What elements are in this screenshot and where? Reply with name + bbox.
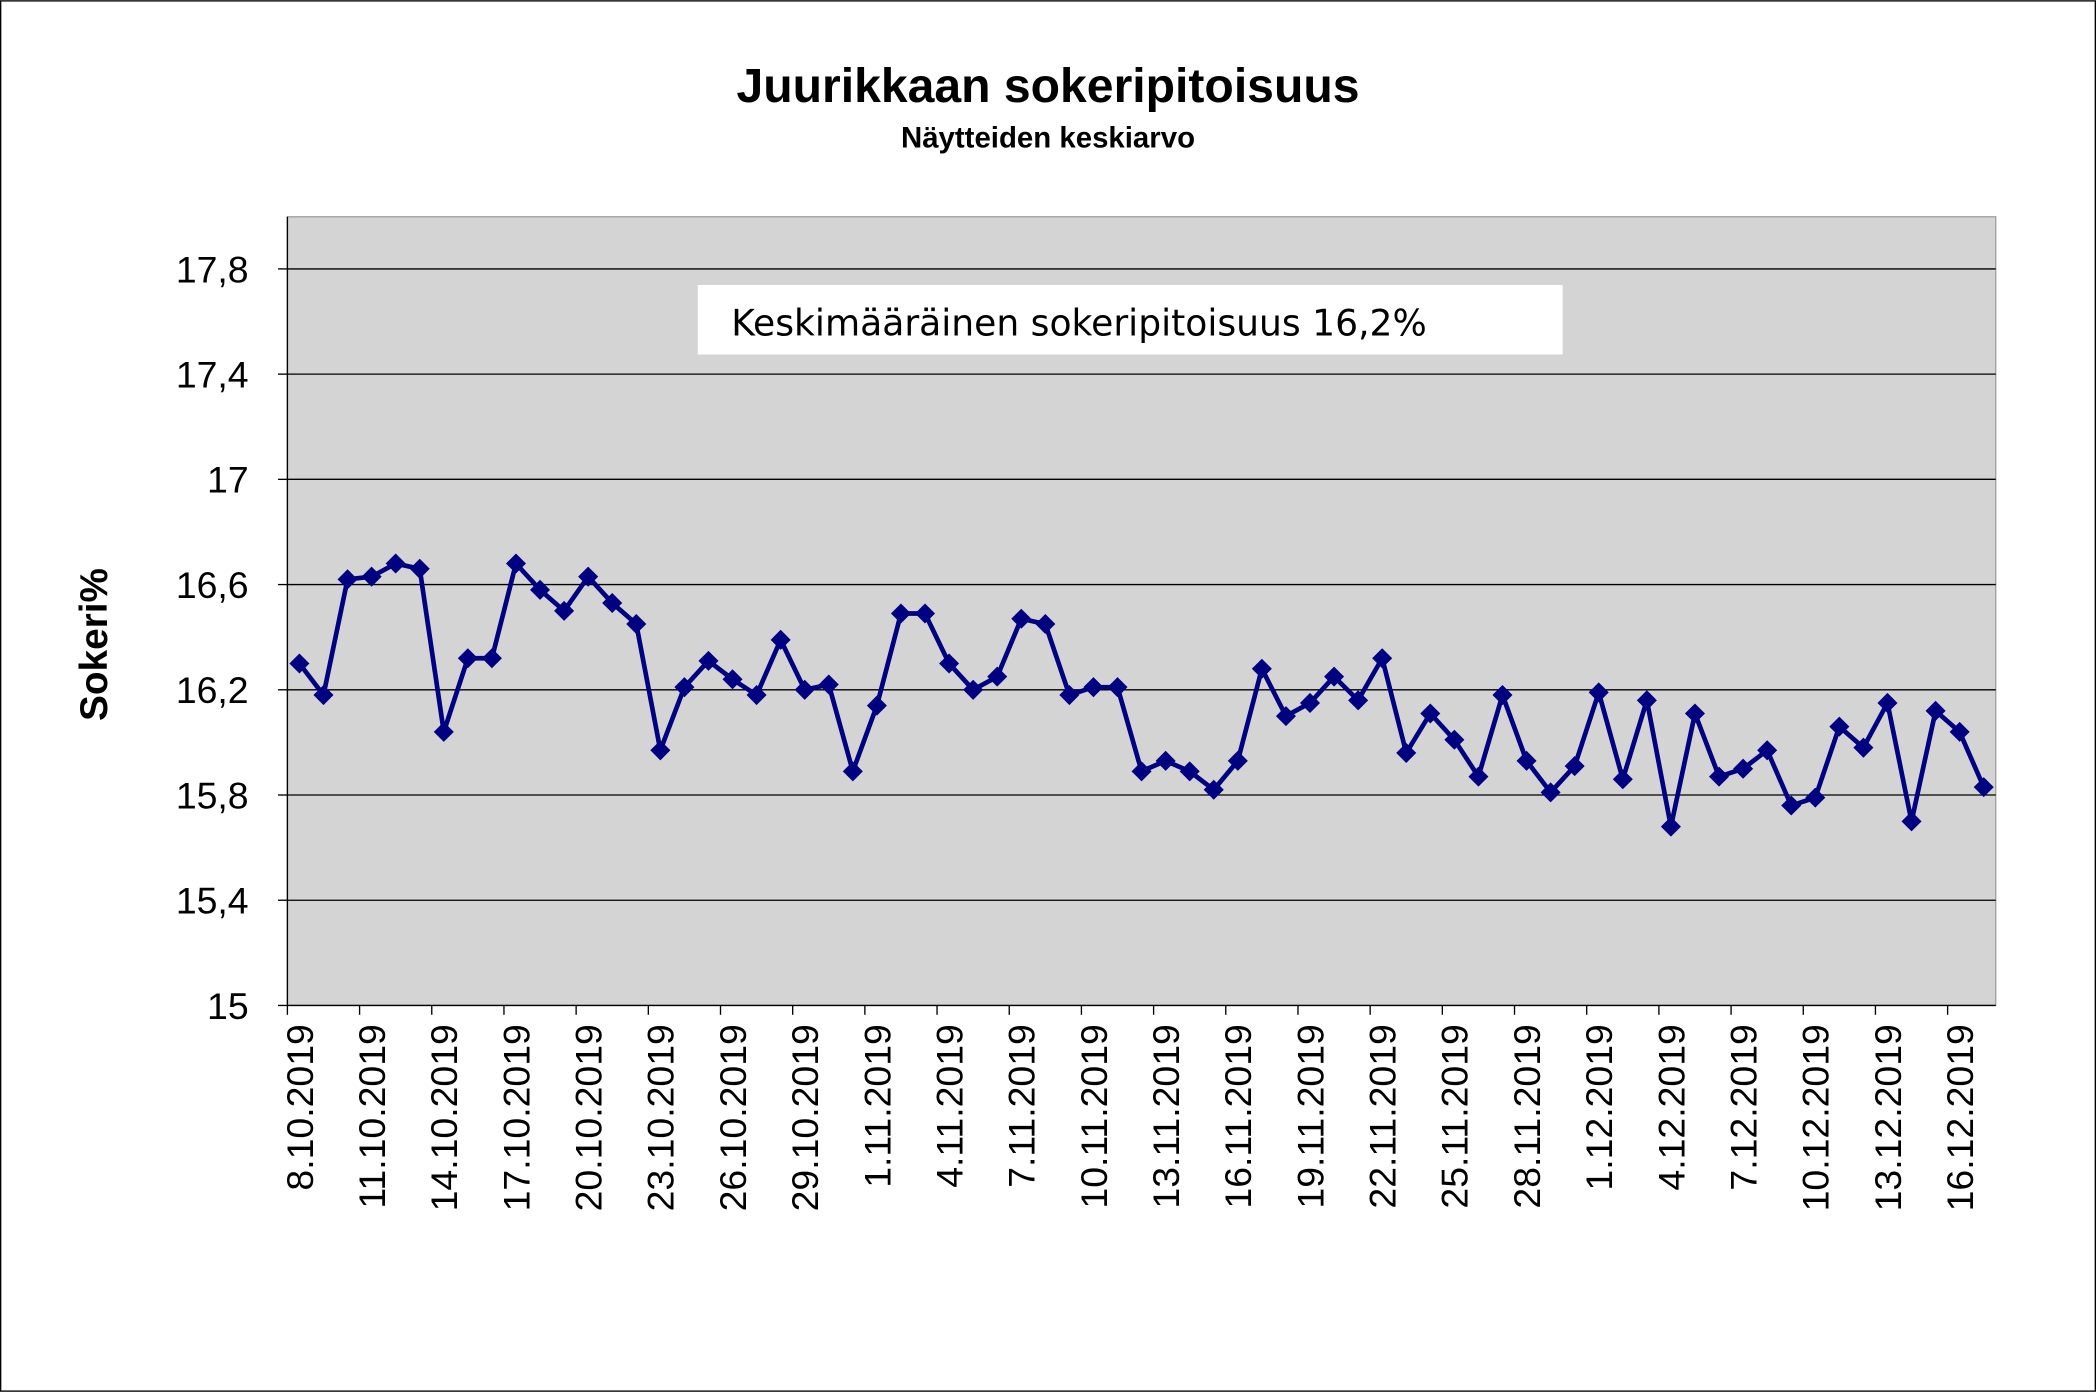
data-point [1396,742,1417,763]
x-tick-label: 13.11.2019 [1145,1024,1187,1208]
data-point [626,614,647,635]
x-tick-label: 10.12.2019 [1795,1024,1837,1211]
data-point [1949,721,1970,742]
data-point [698,650,719,671]
data-point [939,653,960,674]
data-point [818,674,839,695]
x-tick-label: 10.11.2019 [1073,1024,1115,1208]
data-point [963,679,984,700]
data-point [1275,706,1296,727]
data-point [1420,703,1441,724]
data-point [746,685,767,706]
data-point [578,566,599,587]
y-tick-label: 17 [207,459,249,501]
x-tick-label: 20.10.2019 [568,1024,610,1211]
x-tick-label: 19.11.2019 [1289,1024,1331,1208]
y-tick-label: 15,8 [176,774,249,816]
data-point [337,569,358,590]
x-tick-label: 1.12.2019 [1578,1024,1620,1190]
y-tick-label: 17,4 [176,354,249,396]
x-tick-label: 7.12.2019 [1722,1024,1764,1190]
data-point [987,666,1008,687]
data-point [1083,677,1104,698]
data-point [361,566,382,587]
chart-subtitle: Näytteiden keskiarvo [901,121,1195,154]
data-point [1564,756,1585,777]
x-tick-label: 11.10.2019 [351,1024,393,1208]
data-point [1492,685,1513,706]
y-tick-label: 15,4 [176,880,249,922]
data-point [409,558,430,579]
y-tick-label: 16,6 [176,564,249,606]
data-point [385,553,406,574]
annotation-box [697,284,1563,355]
data-point [1781,795,1802,816]
x-tick-label: 26.10.2019 [712,1024,754,1211]
data-point [1468,766,1489,787]
data-point [914,603,936,624]
x-tick-label: 4.11.2019 [928,1024,970,1188]
data-point [794,679,815,700]
data-point [1829,716,1850,737]
data-point [1011,608,1032,629]
annotation-text: Keskimääräinen sokeripitoisuus 16,2% [731,303,1427,345]
data-point [1636,690,1657,711]
y-tick-label: 17,8 [176,248,249,290]
data-point [1516,750,1537,771]
x-tick-label: 7.11.2019 [1001,1024,1043,1188]
chart-title: Juurikkaan sokeripitoisuus [737,59,1360,113]
data-point [1203,779,1224,800]
gridlines [287,268,1996,901]
data-point [722,669,743,690]
data-point [530,579,551,600]
data-point [554,600,575,621]
x-tick-label: 8.10.2019 [279,1024,321,1190]
x-tick-label: 29.10.2019 [784,1024,826,1211]
x-tick-label: 25.11.2019 [1434,1024,1476,1208]
data-point [457,648,478,669]
data-point [842,761,863,782]
data-point [289,653,310,674]
y-tick-label: 15 [207,985,249,1027]
data-point [1299,692,1321,713]
data-point [1733,758,1754,779]
data-point [866,695,887,716]
x-axis: 8.10.2019 11.10.2019 14.10.2019 17.10.2019 2… [279,1004,1996,1211]
data-point [890,603,911,624]
data-point [1059,685,1080,706]
data-point [650,740,671,761]
x-tick-label: 17.10.2019 [495,1024,537,1211]
x-tick-label: 1.11.2019 [856,1024,898,1188]
data-point [1709,766,1730,787]
data-point [1227,750,1248,771]
x-tick-label: 22.11.2019 [1362,1024,1404,1208]
data-point [1107,677,1128,698]
x-tick-label: 14.10.2019 [423,1024,465,1211]
data-point [602,592,623,614]
data-point [1179,761,1200,782]
data-point [1853,737,1874,758]
x-tick-label: 16.12.2019 [1939,1024,1981,1211]
y-axis: 15 15,4 15,8 16,2 16,6 17 17,4 17,8 [176,216,289,1027]
x-tick-label: 28.11.2019 [1506,1024,1548,1208]
data-point [313,685,334,706]
x-tick-label: 13.12.2019 [1867,1024,1909,1211]
data-point [481,648,502,669]
data-point [1612,769,1633,790]
data-point [433,721,454,742]
data-point [1925,700,1946,721]
data-point [674,677,695,698]
x-tick-label: 4.12.2019 [1650,1024,1692,1190]
x-tick-label: 23.10.2019 [640,1024,682,1211]
y-tick-label: 16,2 [176,669,249,711]
data-point [1324,666,1345,687]
x-tick-label: 16.11.2019 [1217,1024,1259,1208]
data-point [1540,782,1561,803]
data-point [770,629,791,650]
y-axis-label: Sokeri% [73,568,116,721]
